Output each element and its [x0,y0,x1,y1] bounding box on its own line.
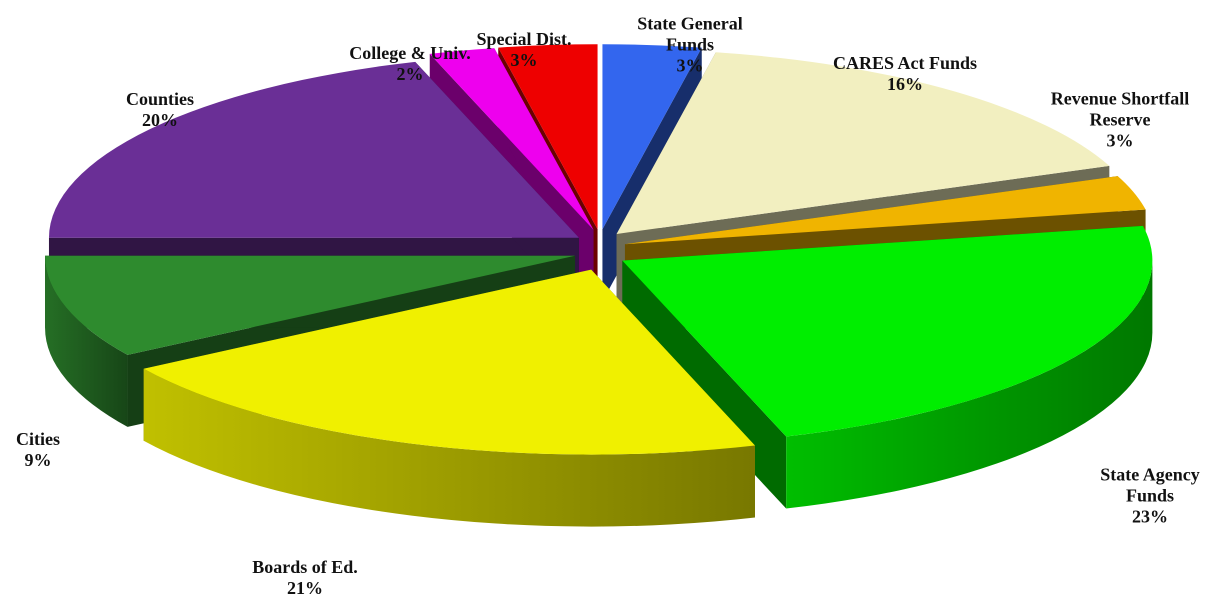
slice-side [45,255,128,427]
category-name: Counties [125,89,194,109]
category-name: College & Univ. [349,43,471,63]
value-label: 9% [24,450,52,470]
category-name: CARES Act Funds [832,53,978,73]
category-name: Boards of Ed. [252,557,358,577]
slice-side [786,260,1153,509]
slice-label: Boards of Ed. 21% [250,557,360,599]
pie-slice [602,44,702,230]
slice-label: CARES Act Funds 16% [820,53,990,95]
pie-slice [429,48,594,230]
slice-label: State Agency Funds 23% [1085,465,1215,528]
value-label: 2% [396,64,424,84]
slice-side [143,368,755,527]
slice-label: State General Funds 3% [615,14,765,77]
pie-slice [616,52,1110,234]
slice-label: College & Univ. 2% [325,43,495,85]
slice-label: Special Dist. 3% [464,29,584,71]
pie-slice [143,269,755,455]
value-label: 3% [510,50,538,70]
category-name: Cities [16,429,60,449]
slice-label: Cities 9% [0,429,78,471]
value-label: 3% [1106,130,1134,151]
pie-slice [622,225,1153,437]
value-label: 20% [142,110,178,130]
value-label: 3% [676,55,704,76]
value-label: 21% [287,578,323,598]
value-label: 23% [1132,506,1168,527]
slice-label: Revenue Shortfall Reserve 3% [1035,89,1205,152]
value-label: 16% [887,74,923,94]
category-name: Revenue Shortfall Reserve [1050,88,1190,130]
category-name: Special Dist. [476,29,572,49]
pie-slice [48,61,579,238]
slice-label: Counties 20% [100,89,220,131]
category-name: State General Funds [637,13,743,55]
pie-slice [498,44,598,230]
pie-slice [624,176,1146,245]
category-name: State Agency Funds [1100,464,1200,506]
pie-slice [45,255,576,355]
